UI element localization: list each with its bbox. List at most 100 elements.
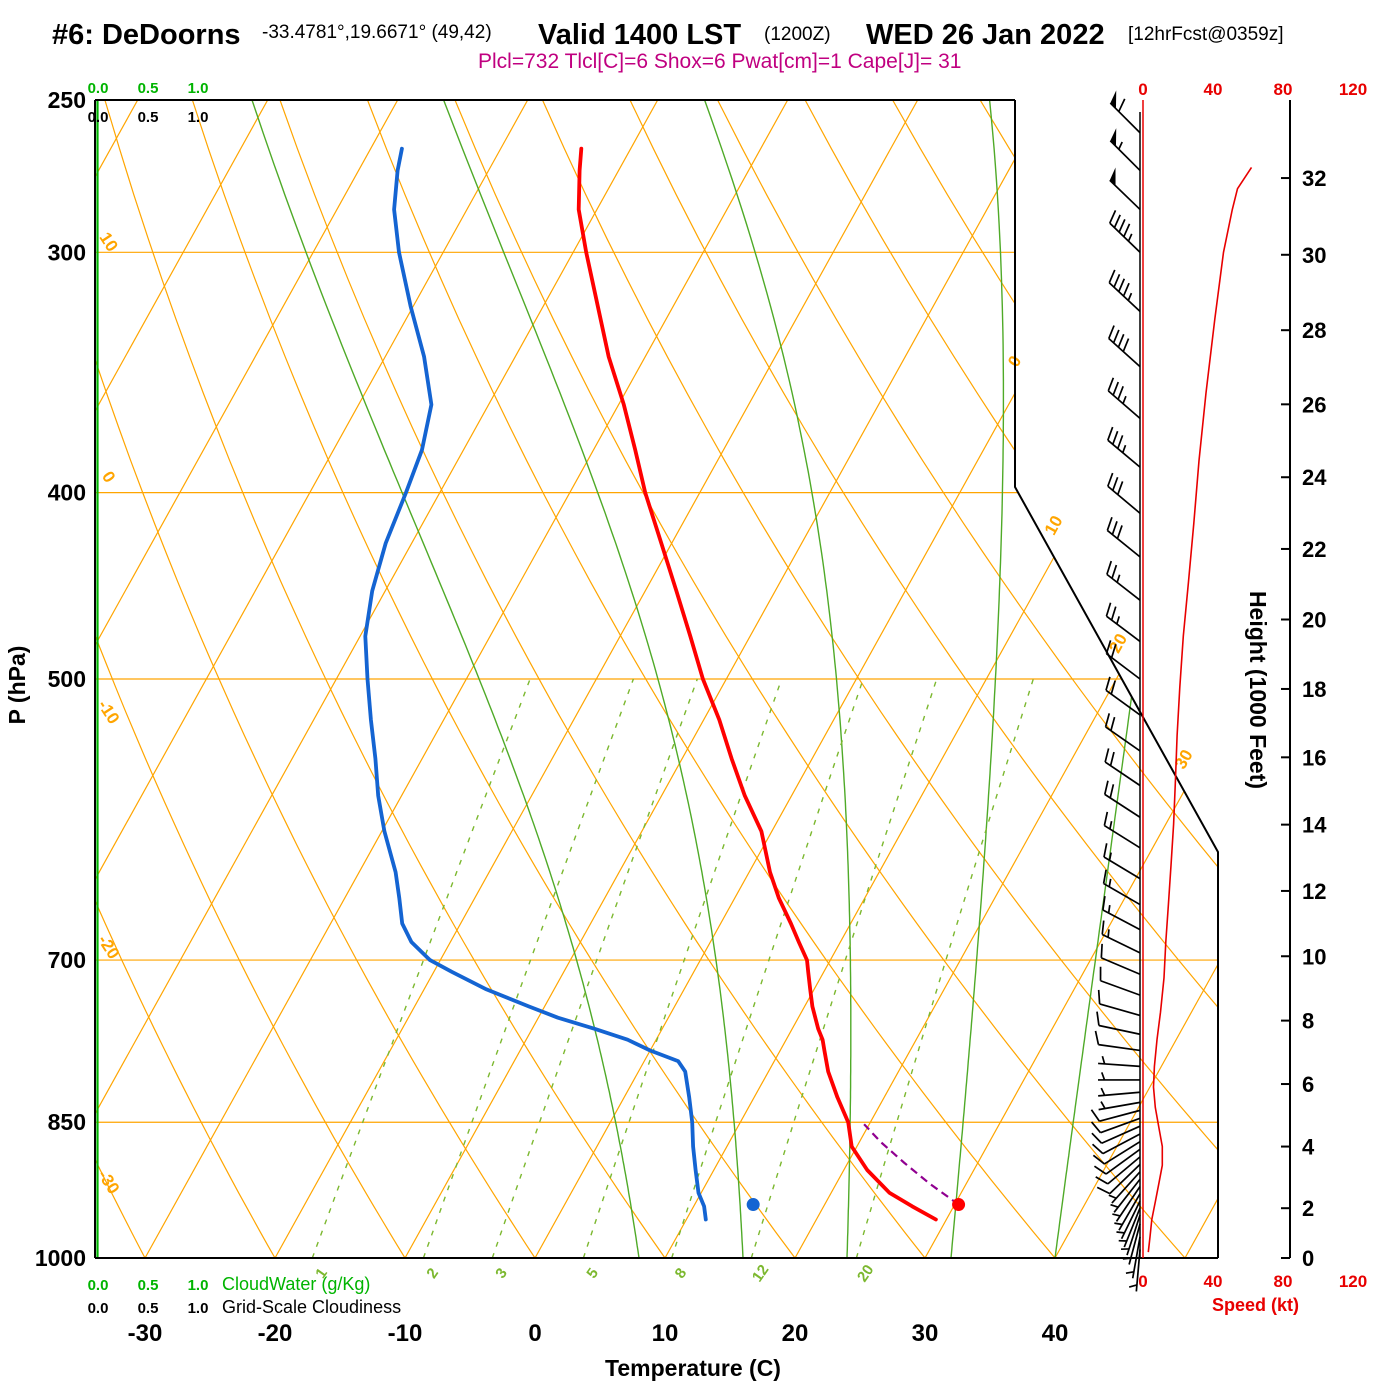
- barb-feather-full: [1111, 521, 1118, 535]
- barb-shaft: [1098, 1101, 1141, 1111]
- dry-adiabat-line: [279, 100, 926, 1258]
- barb-feather-full: [1090, 1109, 1101, 1122]
- cloudwater-scale-top: 0.5: [138, 80, 159, 97]
- barb-feather-half: [1122, 395, 1127, 404]
- barb-feather-full: [1109, 784, 1115, 799]
- height-tick-label: 28: [1302, 318, 1326, 343]
- barb-flag: [1109, 167, 1116, 186]
- mixing-ratio-line: [671, 678, 864, 1258]
- barb-feather-full: [1091, 1143, 1104, 1155]
- wind-barb: [1099, 966, 1141, 996]
- wind-barb: [1114, 1193, 1141, 1231]
- wind-barb: [1106, 516, 1141, 558]
- temperature-profile: [576, 146, 938, 1222]
- barb-shaft: [1101, 933, 1141, 954]
- dry-adiabat-label: 0: [98, 468, 119, 486]
- barb-shaft: [1131, 1236, 1141, 1279]
- barb-shaft: [1109, 179, 1141, 211]
- station-title: #6: DeDoorns: [52, 19, 241, 51]
- barb-feather-half: [1116, 616, 1121, 625]
- cloudiness-scale-bottom: 1.0: [188, 1300, 209, 1317]
- barb-feather-full: [1096, 1186, 1111, 1195]
- barb-feather-full: [1112, 476, 1119, 491]
- barb-feather-half: [1100, 1087, 1106, 1096]
- valid-date: WED 26 Jan 2022: [866, 19, 1105, 51]
- barb-feather-full: [1116, 525, 1123, 539]
- barb-feather-half: [1116, 574, 1121, 583]
- wind-barb: [1102, 895, 1141, 931]
- pressure-tick-label: 250: [48, 87, 86, 113]
- wind-barb: [1097, 989, 1141, 1017]
- mixing-ratio-label: 5: [583, 1265, 602, 1282]
- barb-shaft: [1107, 485, 1141, 514]
- wind-barb: [1112, 1186, 1141, 1222]
- barb-feather-full: [1091, 1132, 1103, 1144]
- temperature-tick-label: 0: [528, 1320, 541, 1347]
- wind-barb: [1105, 602, 1141, 643]
- isotherm-line: [274, 100, 919, 1258]
- isotherm-label: 10: [1041, 512, 1067, 538]
- barb-shaft: [1098, 1024, 1141, 1036]
- barb-feather-full: [1112, 430, 1119, 445]
- barb-shaft: [1123, 1207, 1141, 1248]
- wind-barb: [1096, 1011, 1141, 1036]
- wind-barb: [1107, 472, 1141, 514]
- forecast-tag: [12hrFcst@0359z]: [1128, 24, 1284, 45]
- barb-feather-full: [1123, 223, 1131, 238]
- barb-shaft: [1105, 689, 1141, 716]
- barb-feather-full: [1110, 680, 1116, 695]
- wind-barb: [1101, 920, 1141, 954]
- plot-border: [94, 99, 1219, 1259]
- barb-shaft: [1104, 761, 1141, 787]
- barb-feather-full: [1107, 377, 1115, 392]
- wind-barb: [1109, 128, 1141, 172]
- wind-barb: [1091, 1125, 1141, 1145]
- dry-adiabat-line: [629, 100, 1218, 1258]
- barb-shaft: [1107, 1156, 1141, 1185]
- pressure-tick-label: 300: [48, 239, 86, 265]
- wind-barb: [1106, 560, 1141, 601]
- barb-shaft: [1100, 1117, 1141, 1134]
- barb-feather-full: [1122, 282, 1130, 297]
- barb-feather-full: [1105, 602, 1112, 617]
- barb-shaft: [1105, 726, 1141, 752]
- barb-feather-full: [1116, 435, 1124, 449]
- wind-barb: [1107, 377, 1141, 420]
- height-tick-label: 4: [1302, 1135, 1315, 1160]
- barb-feather-full: [1107, 472, 1114, 487]
- barb-feather-half: [1128, 1284, 1138, 1288]
- moist-adiabat-line: [950, 100, 1005, 1258]
- profile-layer: [363, 146, 960, 1222]
- barb-feather-full: [1110, 716, 1116, 731]
- barb-shaft: [1109, 102, 1141, 134]
- cloudiness-label: Grid-Scale Cloudiness: [222, 1297, 401, 1317]
- barb-feather-full: [1110, 606, 1117, 621]
- barb-feather-full: [1117, 386, 1124, 400]
- barb-feather-half: [1100, 1072, 1106, 1081]
- barb-feather-full: [1116, 481, 1124, 495]
- barb-shaft: [1102, 1133, 1141, 1155]
- barb-feather-half: [1101, 1055, 1106, 1065]
- barb-feather-half: [1107, 929, 1110, 938]
- barb-feather-full: [1110, 644, 1117, 658]
- speed-tick-label-top: 40: [1204, 80, 1223, 99]
- dry-adiabat-line: [95, 100, 536, 1258]
- barb-shaft: [1109, 222, 1141, 253]
- mixing-ratio-label: 2: [423, 1265, 442, 1282]
- barb-feather-full: [1104, 713, 1111, 728]
- barb-feather-half: [1122, 1257, 1131, 1260]
- dewpoint-profile: [363, 146, 708, 1222]
- barb-shaft: [1103, 882, 1141, 906]
- barb-feather-full: [1118, 98, 1126, 112]
- temperature-tick-label: 40: [1042, 1320, 1069, 1347]
- wind-barbs-layer: [1090, 90, 1141, 1292]
- barb-feather-full: [1105, 676, 1111, 691]
- cloudwater-scale-bottom: 1.0: [188, 1277, 209, 1294]
- wind-barb: [1105, 676, 1141, 716]
- barb-shaft: [1099, 1003, 1141, 1017]
- barb-shaft: [1109, 140, 1141, 172]
- height-tick-label: 18: [1302, 677, 1326, 702]
- wind-barb: [1094, 1030, 1141, 1052]
- cloudwater-scale-bottom: 0.5: [138, 1277, 159, 1294]
- barb-feather-full: [1111, 564, 1118, 579]
